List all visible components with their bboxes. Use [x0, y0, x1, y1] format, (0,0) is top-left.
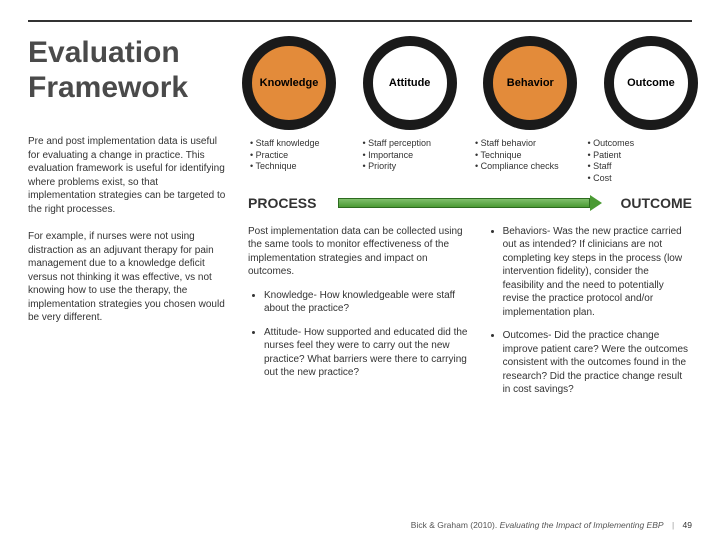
left-column: Evaluation Framework Pre and post implem… [28, 36, 228, 407]
list-item: Behaviors- Was the new practice carried … [503, 225, 692, 320]
process-outcome-row: PROCESS OUTCOME [248, 195, 692, 211]
lower-right-list: Behaviors- Was the new practice carried … [487, 225, 692, 397]
list-item: Outcomes- Did the practice change improv… [503, 329, 692, 397]
outcome-label: OUTCOME [602, 195, 692, 211]
bullet-item: • Technique [248, 161, 355, 173]
citation-author: Bick & Graham (2010). [411, 520, 497, 530]
bullet-item: • Cost [585, 173, 692, 185]
bullet-item: • Staff knowledge [248, 138, 355, 150]
footer: Bick & Graham (2010). Evaluating the Imp… [411, 520, 692, 530]
top-rule [28, 20, 692, 22]
circle-label: Behavior [507, 77, 554, 89]
separator: | [672, 520, 674, 530]
post-impl-para: Post implementation data can be collecte… [248, 225, 471, 279]
lower-right-col: Behaviors- Was the new practice carried … [487, 225, 692, 407]
bullets-row: • Staff knowledge • Practice • Technique… [248, 138, 692, 185]
intro-para-2: For example, if nurses were not using di… [28, 230, 228, 325]
lower-left-list: Knowledge- How knowledgeable were staff … [248, 289, 471, 380]
bullet-item: • Staff [585, 161, 692, 173]
circle-label: Outcome [627, 77, 675, 89]
circle-knowledge: Knowledge [242, 36, 336, 130]
intro-para-1: Pre and post implementation data is usef… [28, 135, 228, 216]
bullet-item: • Importance [360, 150, 467, 162]
bullets-knowledge: • Staff knowledge • Practice • Technique [248, 138, 355, 185]
lower-columns: Post implementation data can be collecte… [248, 225, 692, 407]
bullet-item: • Priority [360, 161, 467, 173]
bullets-outcome: • Outcomes • Patient • Staff • Cost [585, 138, 692, 185]
page-title: Evaluation Framework [28, 36, 228, 105]
circle-behavior: Behavior [483, 36, 577, 130]
bullet-item: • Staff behavior [473, 138, 580, 150]
content-layout: Evaluation Framework Pre and post implem… [28, 36, 692, 407]
arrow-icon [338, 195, 602, 211]
list-item: Attitude- How supported and educated did… [264, 326, 471, 380]
lower-left-col: Post implementation data can be collecte… [248, 225, 471, 407]
circles-row: Knowledge Attitude Behavior Outcome [248, 36, 692, 130]
circle-attitude: Attitude [363, 36, 457, 130]
right-column: Knowledge Attitude Behavior Outcome • St… [248, 36, 692, 407]
circle-outcome: Outcome [604, 36, 698, 130]
bullets-behavior: • Staff behavior • Technique • Complianc… [473, 138, 580, 185]
bullet-item: • Outcomes [585, 138, 692, 150]
bullet-item: • Practice [248, 150, 355, 162]
process-label: PROCESS [248, 195, 338, 211]
circle-label: Attitude [389, 77, 431, 89]
list-item: Knowledge- How knowledgeable were staff … [264, 289, 471, 316]
page-number: 49 [683, 520, 692, 530]
bullet-item: • Compliance checks [473, 161, 580, 173]
citation-title: Evaluating the Impact of Implementing EB… [500, 520, 664, 530]
bullet-item: • Patient [585, 150, 692, 162]
bullet-item: • Staff perception [360, 138, 467, 150]
bullets-attitude: • Staff perception • Importance • Priori… [360, 138, 467, 185]
circle-label: Knowledge [260, 77, 319, 89]
bullet-item: • Technique [473, 150, 580, 162]
